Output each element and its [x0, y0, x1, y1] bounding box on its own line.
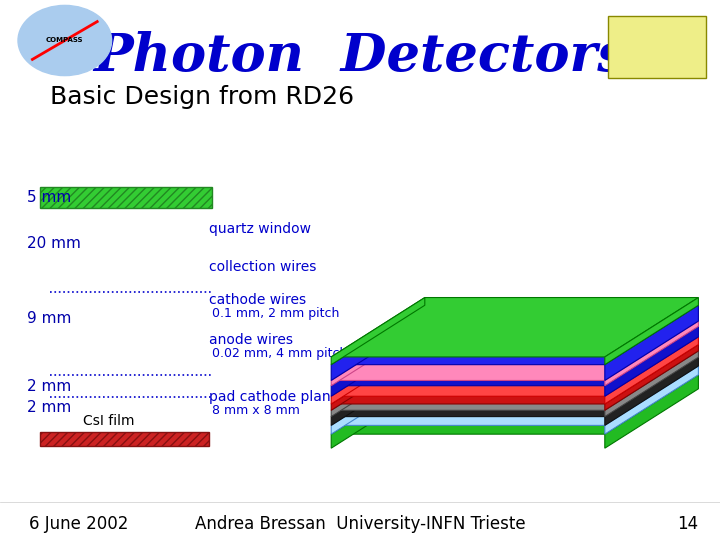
Polygon shape	[331, 298, 698, 357]
Polygon shape	[605, 345, 698, 410]
Polygon shape	[605, 375, 698, 448]
Text: collection wires: collection wires	[209, 260, 316, 274]
Polygon shape	[605, 366, 698, 434]
Text: 2 mm: 2 mm	[27, 400, 71, 415]
Polygon shape	[605, 351, 698, 417]
Text: 9 mm: 9 mm	[27, 311, 72, 326]
Polygon shape	[605, 357, 698, 426]
Bar	[40, 432, 209, 445]
Polygon shape	[331, 321, 425, 386]
Polygon shape	[331, 326, 425, 396]
Polygon shape	[605, 326, 698, 396]
Text: 2 mm: 2 mm	[27, 379, 71, 394]
Text: CsI film: CsI film	[83, 414, 135, 428]
Polygon shape	[331, 337, 698, 396]
Polygon shape	[331, 366, 698, 426]
Polygon shape	[331, 321, 698, 381]
FancyBboxPatch shape	[608, 16, 706, 78]
Text: Basic Design from RD26: Basic Design from RD26	[50, 85, 354, 109]
Bar	[40, 187, 212, 208]
Polygon shape	[331, 345, 425, 410]
Text: COMPASS: COMPASS	[46, 37, 84, 44]
Text: 0.02 mm, 4 mm pitch: 0.02 mm, 4 mm pitch	[212, 347, 348, 360]
Polygon shape	[331, 337, 425, 404]
Text: 6 June 2002: 6 June 2002	[29, 515, 128, 533]
Polygon shape	[331, 326, 698, 386]
Polygon shape	[331, 366, 425, 434]
Text: 0.1 mm, 2 mm pitch: 0.1 mm, 2 mm pitch	[212, 307, 340, 320]
Polygon shape	[331, 305, 425, 381]
Text: 5 mm: 5 mm	[27, 190, 71, 205]
Text: Photon  Detectors: Photon Detectors	[93, 31, 627, 82]
Polygon shape	[331, 357, 425, 426]
Polygon shape	[331, 351, 698, 410]
Text: anode wires: anode wires	[209, 333, 293, 347]
Polygon shape	[331, 351, 425, 417]
Polygon shape	[331, 375, 425, 448]
Text: pad cathode plane: pad cathode plane	[209, 390, 339, 404]
Text: 20 mm: 20 mm	[27, 235, 81, 251]
Polygon shape	[605, 337, 698, 404]
Text: 14: 14	[678, 515, 698, 533]
Polygon shape	[605, 298, 698, 364]
Polygon shape	[331, 305, 698, 364]
Text: 8 mm x 8 mm: 8 mm x 8 mm	[212, 404, 300, 417]
Polygon shape	[331, 298, 425, 364]
Circle shape	[18, 5, 112, 76]
Polygon shape	[331, 375, 698, 434]
Polygon shape	[605, 321, 698, 386]
Polygon shape	[331, 345, 698, 404]
Polygon shape	[331, 357, 698, 417]
Text: quartz window: quartz window	[209, 222, 311, 237]
Polygon shape	[605, 305, 698, 381]
Text: cathode wires: cathode wires	[209, 293, 306, 307]
Text: Andrea Bressan  University-INFN Trieste: Andrea Bressan University-INFN Trieste	[194, 515, 526, 533]
